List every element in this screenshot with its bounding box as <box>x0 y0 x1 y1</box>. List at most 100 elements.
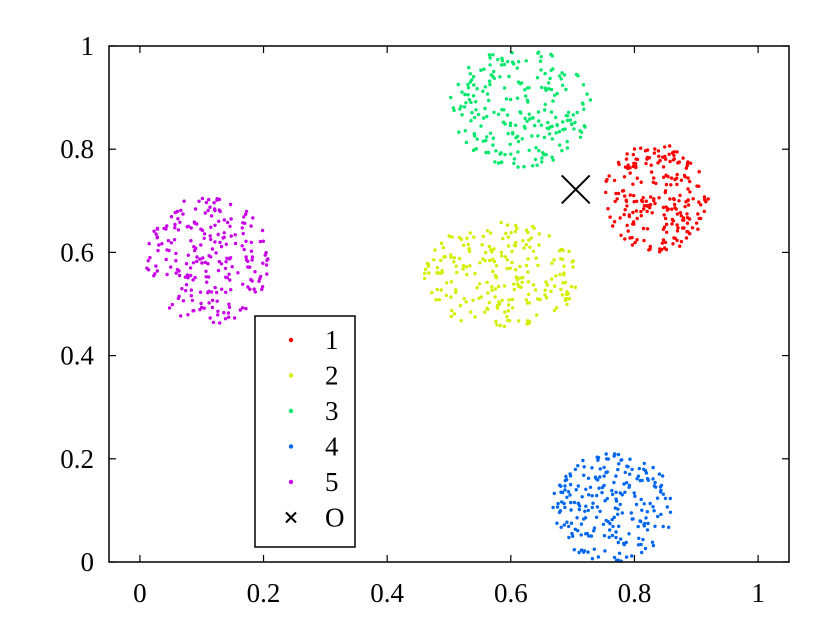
series-3-point <box>483 106 487 111</box>
series-5-point <box>257 279 261 283</box>
series-1-point <box>631 152 636 157</box>
series-2-point <box>543 288 547 292</box>
series-2-point <box>567 297 572 301</box>
series-2-point <box>513 229 518 234</box>
series-4-point <box>608 528 612 532</box>
series-5-point <box>242 215 246 219</box>
series-1-point <box>632 147 637 151</box>
series-3-point <box>546 120 550 125</box>
series-1-point <box>695 184 699 188</box>
series-3-point <box>500 56 504 60</box>
series-1-point <box>686 230 690 234</box>
series-4-point <box>579 522 584 526</box>
series-4-point <box>625 481 629 485</box>
series-4-point <box>597 486 601 490</box>
series-1-point <box>674 176 679 180</box>
series-4-point <box>590 505 594 510</box>
series-3-point <box>575 110 579 115</box>
series-5-point <box>197 199 201 203</box>
series-3-point <box>554 115 558 120</box>
series-4-point <box>637 466 641 471</box>
series-4-point <box>630 467 634 472</box>
series-4-point <box>623 490 627 494</box>
series-4-point <box>568 493 572 497</box>
series-4-point <box>612 480 616 485</box>
series-2-point <box>440 269 444 273</box>
series-2-point <box>432 258 436 262</box>
series-5-point <box>181 299 186 303</box>
series-2-point <box>505 258 510 262</box>
series-5-point <box>180 287 184 291</box>
series-1-point <box>630 243 635 247</box>
series-4-point <box>572 548 576 552</box>
series-2-point <box>561 281 565 285</box>
series-5-point <box>207 275 211 279</box>
series-4-point <box>652 509 656 513</box>
series-2-point <box>435 271 439 275</box>
series-4-point <box>563 484 567 488</box>
series-5-point <box>208 234 212 238</box>
series-5-point <box>215 299 219 303</box>
series-3-point <box>488 56 492 60</box>
series-4-point <box>628 457 632 461</box>
series-4-point <box>569 500 573 505</box>
series-5-point <box>260 287 264 292</box>
series-3-point <box>492 69 496 74</box>
series-2-point <box>573 285 578 290</box>
series-1-point <box>649 195 653 199</box>
series-5-point <box>213 223 217 227</box>
series-5-point <box>173 226 177 230</box>
series-1-point <box>645 209 649 214</box>
series-5-point <box>244 306 248 311</box>
series-3-point <box>544 88 548 92</box>
series-3-point <box>496 112 501 117</box>
series-3-point <box>527 112 531 116</box>
series-5-point <box>241 282 245 286</box>
series-1-point <box>645 227 650 231</box>
series-5-point <box>244 239 248 243</box>
series-1-point <box>676 226 680 230</box>
series-3-point <box>475 87 479 91</box>
series-4-point <box>584 504 588 508</box>
series-5-point <box>188 266 193 270</box>
series-3-point <box>574 72 579 77</box>
series-1-point <box>683 204 687 209</box>
series-3-point <box>489 73 493 77</box>
series-5-point <box>232 316 237 320</box>
series-5-point <box>216 268 221 273</box>
series-4-point <box>569 508 573 512</box>
series-2-point <box>525 301 530 305</box>
series-2-point <box>509 231 513 235</box>
series-1-point <box>679 214 683 218</box>
series-5-point <box>222 231 226 235</box>
series-2-point <box>501 236 505 241</box>
series-2-point <box>466 242 471 247</box>
series-1-point <box>631 182 635 186</box>
series-2-point <box>488 231 493 235</box>
series-3-point <box>501 120 506 124</box>
series-4-point <box>635 477 639 481</box>
series-3-point <box>516 139 521 144</box>
series-4-point <box>631 517 635 521</box>
series-4-point <box>592 529 596 533</box>
series-3-point <box>472 115 477 120</box>
series-5-point <box>222 311 226 315</box>
series-2-point <box>514 240 518 245</box>
legend: 1 2 3 4 5 O <box>254 315 356 548</box>
series-4-point <box>619 537 623 541</box>
series-5-point <box>202 236 206 240</box>
series-5-point <box>206 208 210 213</box>
series-5-point <box>258 239 263 244</box>
x-tick-label: 0.8 <box>618 578 652 608</box>
series-4-point <box>650 540 655 544</box>
series-4-point <box>573 467 578 472</box>
series-1-point <box>668 159 672 164</box>
series-3-point <box>485 114 489 119</box>
series-4-point <box>648 501 652 506</box>
series-3-point <box>460 90 464 94</box>
series-2-point <box>465 272 469 277</box>
series-4-point <box>576 528 580 533</box>
series-3-point <box>563 127 567 131</box>
series-4-point <box>588 485 593 489</box>
series-2-point <box>527 238 531 242</box>
